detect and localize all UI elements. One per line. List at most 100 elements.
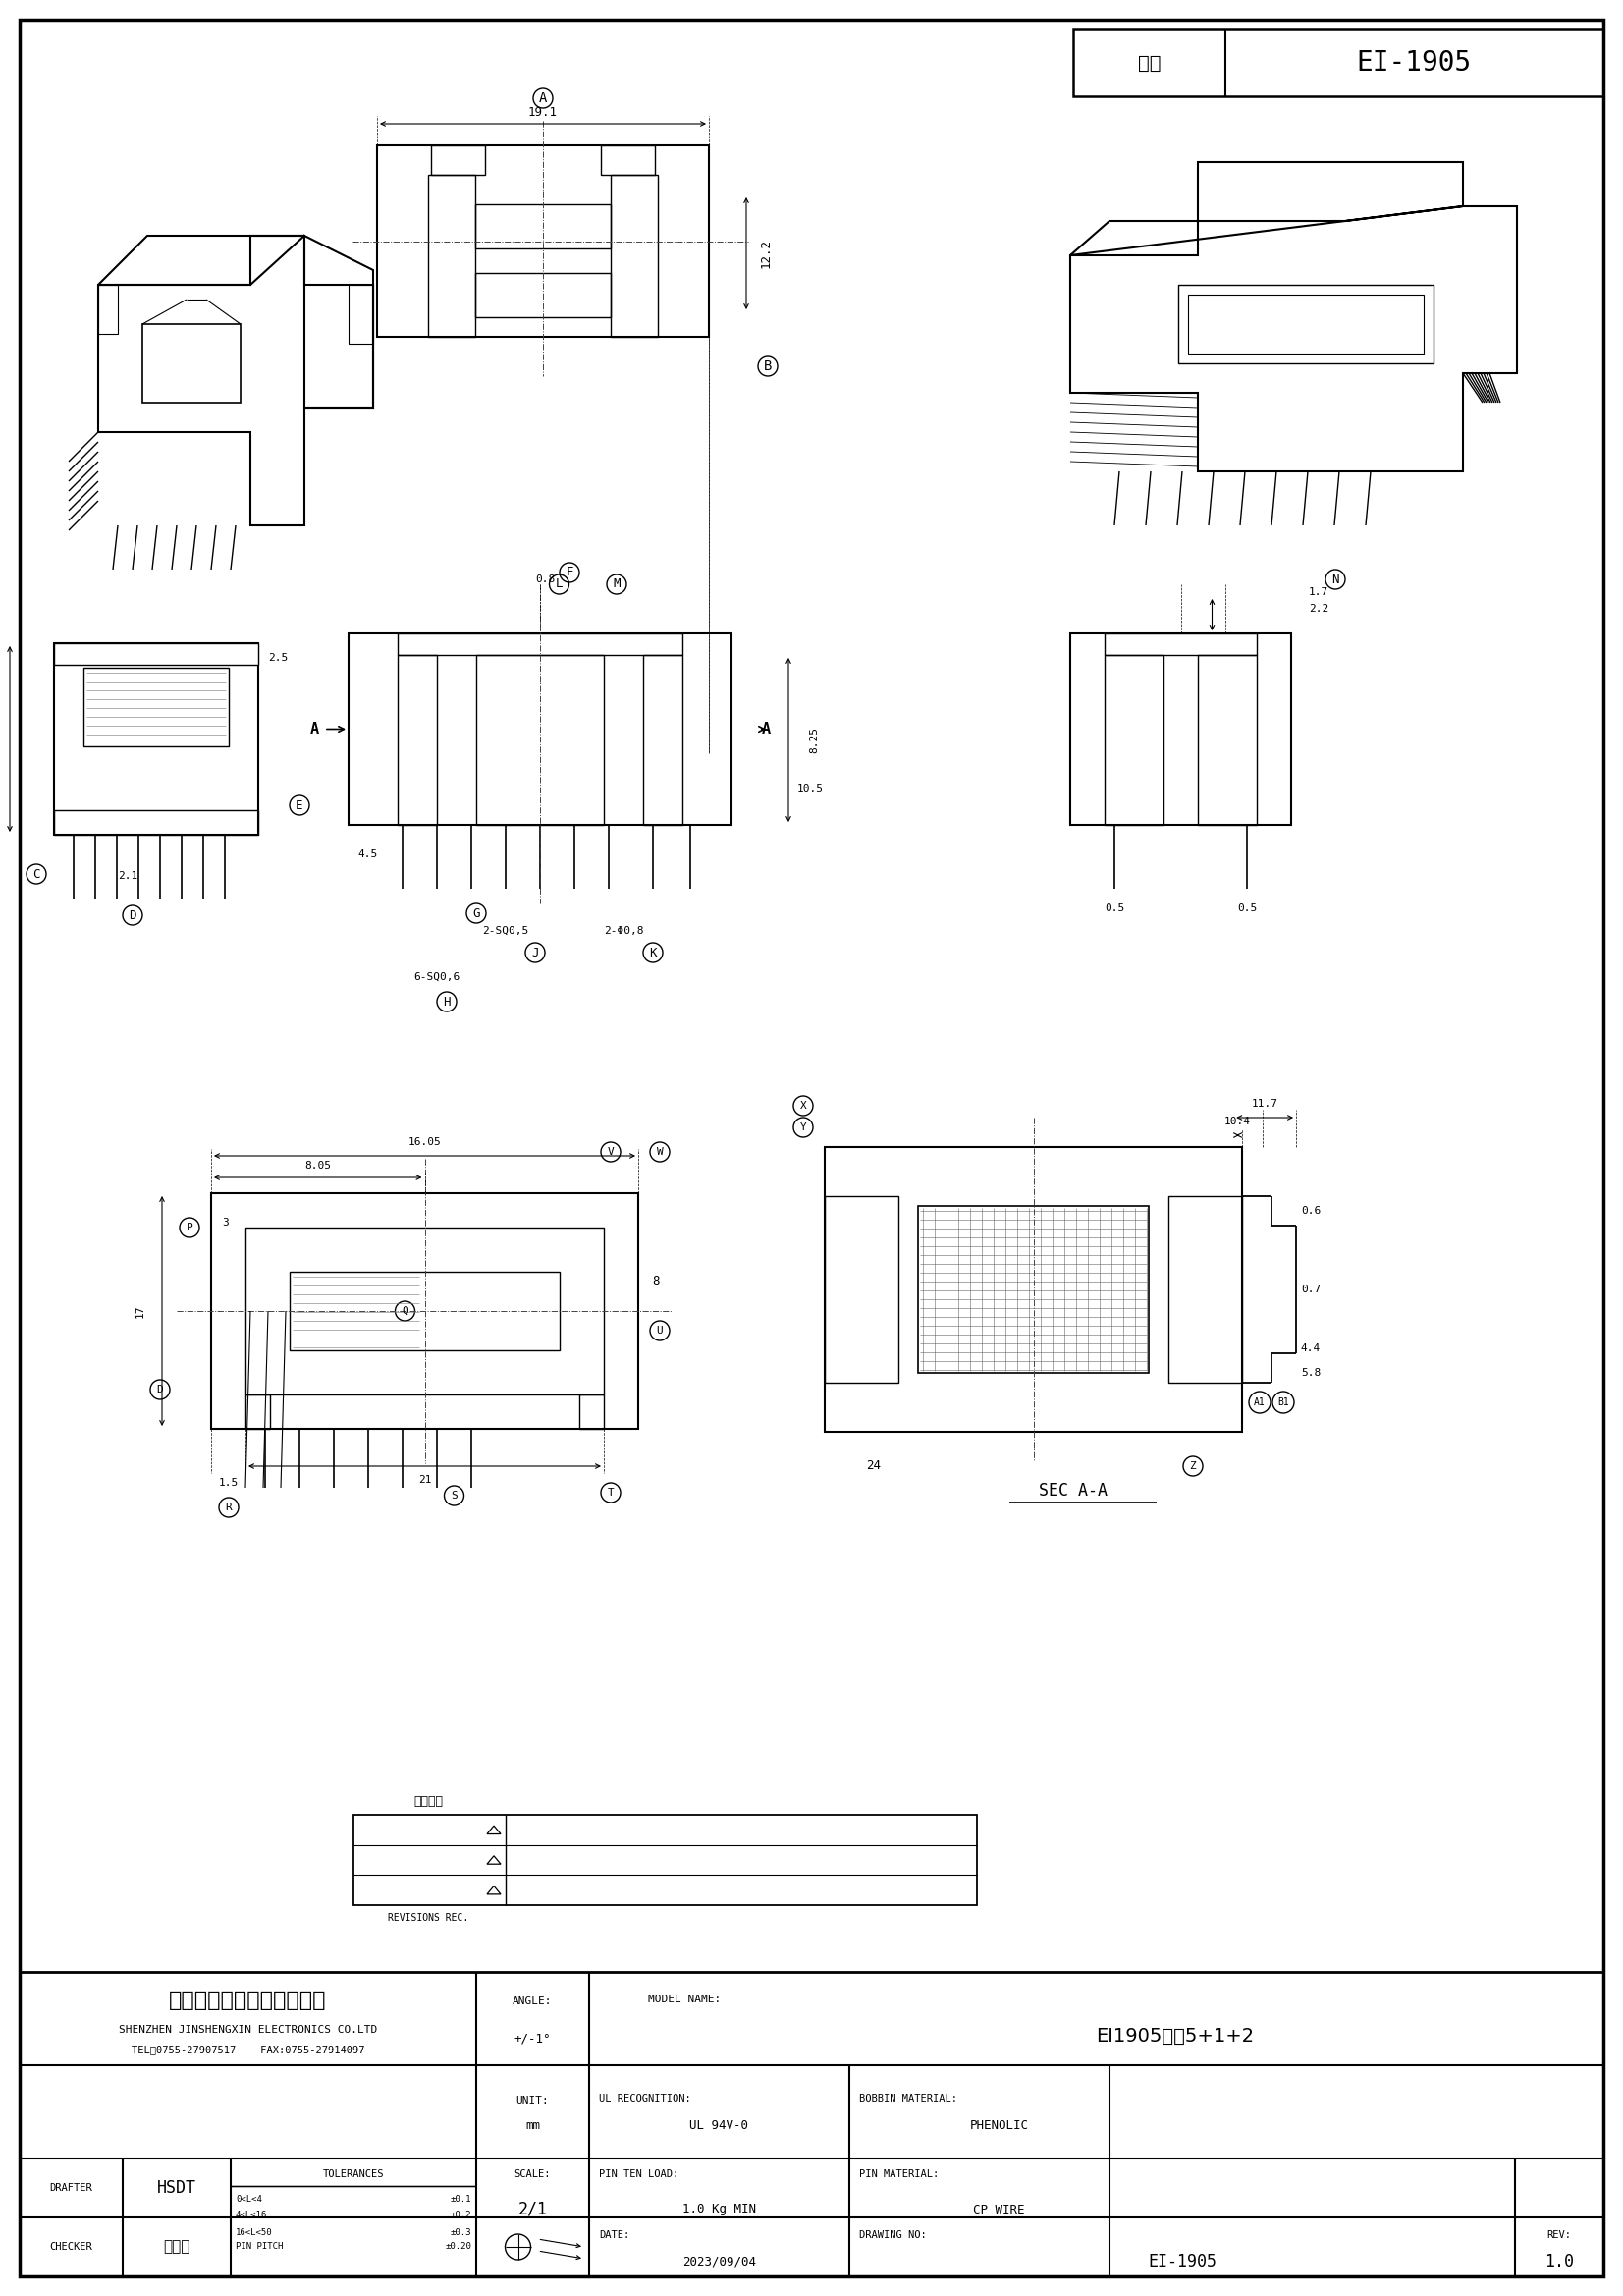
Text: REV:: REV:: [1547, 2229, 1571, 2241]
Bar: [610, 174, 657, 338]
Bar: [97, 285, 118, 333]
Text: TOLERANCES: TOLERANCES: [323, 2170, 385, 2179]
Bar: [1169, 1196, 1242, 1382]
Text: 0.7: 0.7: [1300, 1283, 1321, 1295]
Bar: [349, 634, 732, 824]
Text: EI-1905: EI-1905: [1357, 48, 1472, 76]
Text: 4<L<16: 4<L<16: [235, 2211, 268, 2218]
Text: 1.0: 1.0: [1545, 2252, 1574, 2271]
Text: SHENZHEN JINSHENGXIN ELECTRONICS CO.LTD: SHENZHEN JINSHENGXIN ELECTRONICS CO.LTD: [118, 2025, 377, 2034]
Text: ±0.20: ±0.20: [445, 2243, 471, 2252]
Text: 11.7: 11.7: [1251, 1100, 1277, 1109]
Text: 8.05: 8.05: [305, 1162, 331, 1171]
Bar: [1105, 634, 1256, 654]
Text: 4.5: 4.5: [359, 850, 378, 859]
Bar: [398, 634, 682, 654]
Text: 修改记录: 修改记录: [414, 1795, 443, 1807]
Bar: [824, 1196, 899, 1382]
Text: HSDT: HSDT: [157, 2179, 196, 2197]
Bar: [919, 1205, 1149, 1373]
Text: G: G: [472, 907, 480, 921]
Bar: [54, 810, 258, 836]
Text: Q: Q: [403, 1306, 409, 1316]
Text: 0.8: 0.8: [536, 574, 555, 583]
Text: EI-1905: EI-1905: [1147, 2252, 1217, 2271]
Text: 10.4: 10.4: [1224, 1116, 1251, 1127]
Bar: [289, 1272, 560, 1350]
Text: U: U: [656, 1325, 664, 1336]
Text: B1: B1: [1277, 1398, 1289, 1407]
Text: 深圳市金盛鑫科技有限公司: 深圳市金盛鑫科技有限公司: [169, 1991, 326, 2011]
Text: A: A: [539, 92, 547, 106]
Bar: [601, 145, 656, 174]
Text: 19.1: 19.1: [527, 106, 558, 119]
Bar: [1070, 634, 1292, 824]
Bar: [428, 174, 476, 338]
Text: V: V: [607, 1148, 613, 1157]
Bar: [1188, 294, 1423, 354]
Text: 0.6: 0.6: [1300, 1205, 1321, 1217]
Text: T: T: [607, 1488, 613, 1497]
Bar: [19, 1972, 1604, 2275]
Text: C: C: [32, 868, 41, 879]
Bar: [143, 324, 240, 402]
Text: H: H: [443, 994, 451, 1008]
Bar: [824, 1148, 1242, 1433]
Bar: [245, 1394, 269, 1428]
Text: SCALE:: SCALE:: [514, 2170, 552, 2179]
Text: 17: 17: [135, 1304, 146, 1318]
Text: Y: Y: [800, 1123, 807, 1132]
Text: mm: mm: [526, 2119, 540, 2133]
Text: K: K: [649, 946, 657, 960]
Text: PIN TEN LOAD:: PIN TEN LOAD:: [599, 2170, 678, 2179]
Text: L: L: [555, 579, 563, 590]
Text: CHECKER: CHECKER: [50, 2241, 93, 2252]
Text: 3: 3: [222, 1217, 229, 1228]
Bar: [398, 654, 437, 824]
Text: 2.1: 2.1: [118, 870, 138, 882]
Text: D: D: [157, 1384, 164, 1394]
Text: 1.0 Kg MIN: 1.0 Kg MIN: [682, 2204, 756, 2216]
Text: 杨柏林: 杨柏林: [164, 2239, 190, 2255]
Bar: [476, 654, 604, 824]
Text: +/-1°: +/-1°: [514, 2032, 552, 2046]
Bar: [432, 145, 485, 174]
Bar: [1178, 285, 1433, 363]
Text: A: A: [761, 721, 771, 737]
Text: DRAFTER: DRAFTER: [50, 2183, 93, 2193]
Text: SEC A-A: SEC A-A: [1039, 1481, 1107, 1499]
Text: A1: A1: [1255, 1398, 1266, 1407]
Text: 2/1: 2/1: [518, 2202, 547, 2218]
Text: B: B: [764, 360, 773, 374]
Text: 0.5: 0.5: [1105, 902, 1125, 914]
Text: UNIT:: UNIT:: [516, 2096, 549, 2105]
Text: 1.7: 1.7: [1308, 588, 1329, 597]
Text: P: P: [187, 1224, 193, 1233]
Text: DATE:: DATE:: [599, 2229, 630, 2241]
Text: 8: 8: [652, 1274, 659, 1288]
Bar: [211, 1194, 638, 1428]
Text: N: N: [1331, 574, 1339, 585]
Text: 2-Φ0,8: 2-Φ0,8: [604, 925, 643, 937]
Text: 1.5: 1.5: [219, 1479, 239, 1488]
Text: 2.2: 2.2: [1308, 604, 1329, 613]
Text: PIN PITCH: PIN PITCH: [235, 2243, 282, 2252]
Bar: [377, 145, 709, 338]
Text: M: M: [613, 579, 620, 590]
Text: ±0.3: ±0.3: [450, 2227, 471, 2236]
Text: 16.05: 16.05: [407, 1137, 441, 1148]
Bar: [54, 643, 258, 666]
Text: J: J: [531, 946, 539, 960]
Bar: [476, 204, 610, 248]
Text: UL RECOGNITION:: UL RECOGNITION:: [599, 2094, 691, 2103]
Text: A: A: [310, 721, 318, 737]
Text: PHENOLIC: PHENOLIC: [969, 2119, 1029, 2133]
Text: 0.5: 0.5: [1237, 902, 1256, 914]
Text: X: X: [800, 1100, 807, 1111]
Text: ±0.2: ±0.2: [450, 2211, 471, 2218]
Text: 0<L<4: 0<L<4: [235, 2195, 261, 2204]
Text: 6-SQ0,6: 6-SQ0,6: [414, 971, 459, 983]
Text: 24: 24: [867, 1460, 881, 1472]
Text: 12.2: 12.2: [760, 239, 773, 269]
Text: D: D: [128, 909, 136, 921]
